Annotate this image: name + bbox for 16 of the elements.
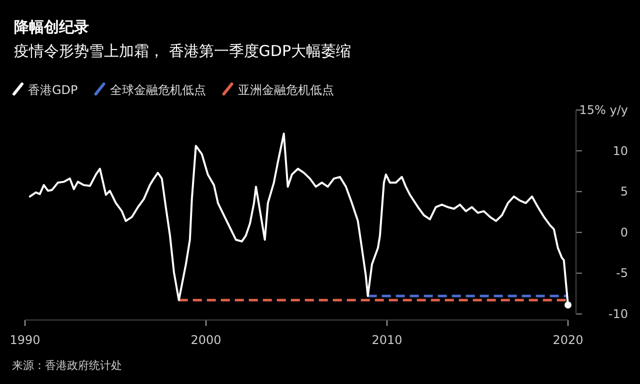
x-tick-label: 2000 [190,333,222,347]
legend-label: 香港GDP [28,83,78,97]
chart-subtitle: 疫情令形势雪上加霜， 香港第一季度GDP大幅萎缩 [14,42,351,60]
chart-title: 降幅创纪录 [14,18,89,36]
y-tick-label: -5 [616,266,628,280]
y-tick-label: 5 [620,184,628,199]
x-tick-label: 1990 [10,333,40,347]
y-tick-label: -10 [608,307,628,321]
y-tick-label: 0 [620,225,628,240]
y-tick-label: 15% y/y [579,103,628,117]
legend-label: 全球金融危机低点 [110,83,206,97]
x-tick-label: 2020 [552,333,584,347]
x-tick-label: 2010 [372,333,402,347]
source-note: 来源：香港政府统计处 [12,359,122,372]
legend-label: 亚洲金融危机低点 [238,83,334,97]
y-tick-label: 10 [612,144,628,158]
